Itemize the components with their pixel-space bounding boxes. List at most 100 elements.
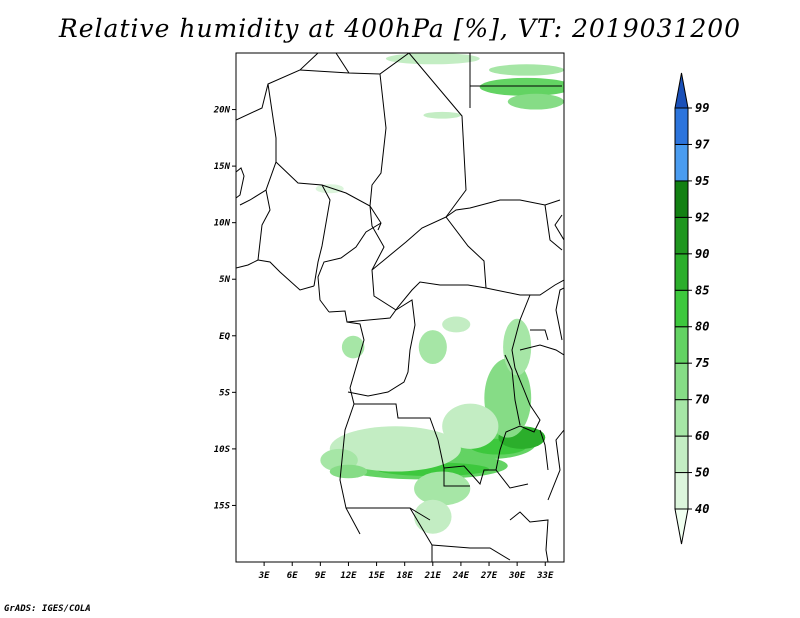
grads-credit: GrADS: IGES/COLA	[4, 604, 91, 614]
colorbar: 40 50 60 70 75 80 85 90 92 95 97 99	[674, 72, 710, 545]
colorbar-label: 75	[695, 356, 709, 370]
border-uganda-kenya	[519, 344, 564, 356]
colorbar-segment	[674, 435, 689, 474]
humidity-patch	[507, 93, 564, 110]
border-drc-congo	[347, 299, 416, 397]
latitude-axis: 20N 15N 10N 5N EQ 5S 10S 15S	[213, 106, 236, 511]
border-benin-nigeria	[313, 184, 331, 287]
humidity-shading	[315, 53, 564, 534]
border-sudan-internal	[445, 199, 561, 218]
lon-tick-label: 24E	[452, 571, 470, 581]
longitude-axis: 3E 6E 9E 12E 15E 18E 21E 24E 27E 30E 33E	[258, 562, 554, 581]
humidity-patch	[414, 499, 452, 534]
map-title: Relative humidity at 400hPa [%], VT: 201…	[58, 14, 742, 43]
colorbar-segment	[674, 399, 689, 437]
humidity-patch	[341, 335, 365, 359]
humidity-patch	[442, 403, 499, 449]
lon-tick-label: 21E	[424, 571, 442, 581]
lon-tick-label: 15E	[368, 571, 385, 581]
border-botswana-zimbabwe	[431, 544, 511, 561]
border-libya-chad-sudan	[408, 53, 467, 218]
lat-tick-label: 15N	[214, 162, 231, 172]
border-algeria-niger	[335, 53, 410, 75]
humidity-patch	[329, 426, 461, 472]
colorbar-segment	[674, 107, 689, 145]
lat-tick-label: 5S	[219, 388, 230, 398]
colorbar-segment	[674, 472, 689, 510]
border-car-sudan-south	[485, 279, 564, 296]
lon-tick-label: 27E	[480, 571, 498, 581]
lon-tick-label: 3E	[258, 571, 270, 581]
colorbar-label: 92	[695, 210, 709, 224]
humidity-patch	[315, 184, 344, 194]
colorbar-segment	[674, 143, 689, 182]
border-nigeria-cameroon	[317, 222, 382, 313]
colorbar-max-triangle	[674, 72, 689, 109]
colorbar-label: 90	[695, 247, 709, 261]
lon-tick-label: 18E	[397, 571, 414, 581]
border-angola-zambia	[443, 468, 470, 487]
colorbar-label: 85	[695, 283, 709, 297]
border-mozambique-malawi	[547, 429, 564, 501]
colorbar-segment	[674, 216, 689, 255]
humidity-patch	[385, 53, 480, 65]
border-kenya-ethiopia	[555, 287, 564, 341]
map-frame	[235, 52, 565, 563]
lat-tick-label: 15S	[214, 501, 231, 511]
border-car-congo	[346, 281, 487, 323]
colorbar-segment	[674, 289, 689, 328]
lat-tick-label: 20N	[213, 106, 231, 116]
humidity-patch	[423, 111, 461, 119]
lon-tick-label: 30E	[508, 571, 526, 581]
border-burkina-ghana	[236, 189, 271, 269]
lake-victoria-north	[530, 329, 549, 341]
border-eritrea	[554, 214, 564, 241]
border-zimbabwe-mozambique	[509, 511, 549, 562]
country-borders	[236, 53, 564, 562]
coastline-gulf-guinea	[257, 259, 315, 291]
lon-tick-label: 9E	[315, 571, 326, 581]
humidity-patch	[442, 316, 471, 333]
border-sudan-ethiopia	[544, 204, 563, 251]
colorbar-min-triangle	[674, 508, 689, 545]
colorbar-label: 50	[695, 466, 709, 480]
lon-tick-label: 12E	[340, 571, 357, 581]
colorbar-label: 80	[695, 320, 709, 334]
humidity-patch	[503, 318, 532, 376]
border-chad-car	[369, 205, 397, 311]
humidity-patch	[329, 464, 368, 479]
lon-tick-label: 6E	[287, 571, 298, 581]
colorbar-segment	[674, 362, 689, 401]
humidity-patch	[489, 64, 564, 76]
colorbar-label: 40	[695, 502, 709, 516]
border-mali-algeria	[236, 53, 319, 121]
colorbar-segment	[674, 326, 689, 364]
colorbar-label: 95	[695, 174, 709, 188]
lat-tick-label: 10N	[214, 219, 231, 229]
lake-malawi	[539, 429, 549, 471]
coastline-angola	[339, 403, 361, 535]
colorbar-label: 70	[695, 393, 709, 407]
lon-tick-label: 33E	[536, 571, 554, 581]
border-chad-sudan	[371, 216, 487, 289]
humidity-patch	[418, 330, 447, 365]
colorbar-label: 60	[695, 429, 709, 443]
border-drc-east	[495, 294, 541, 471]
border-drc-zambia	[443, 465, 529, 489]
colorbar-segment	[674, 253, 689, 291]
lat-tick-label: 10S	[214, 445, 231, 455]
border-congo-gabon	[328, 310, 365, 389]
lat-tick-label: 5N	[219, 275, 230, 285]
lat-tick-label: EQ	[219, 332, 230, 342]
colorbar-segment	[674, 180, 689, 218]
border-niger-chad-north	[369, 73, 387, 207]
lake-tanganyika	[504, 354, 521, 426]
humidity-patch	[479, 77, 564, 96]
colorbar-label: 97	[695, 137, 710, 151]
humidity-patch	[414, 471, 471, 506]
border-mali-mauritania	[239, 83, 277, 206]
border-niger-nigeria	[275, 161, 382, 231]
coastline-west-africa	[236, 167, 245, 199]
border-algeria-mali	[299, 69, 350, 74]
